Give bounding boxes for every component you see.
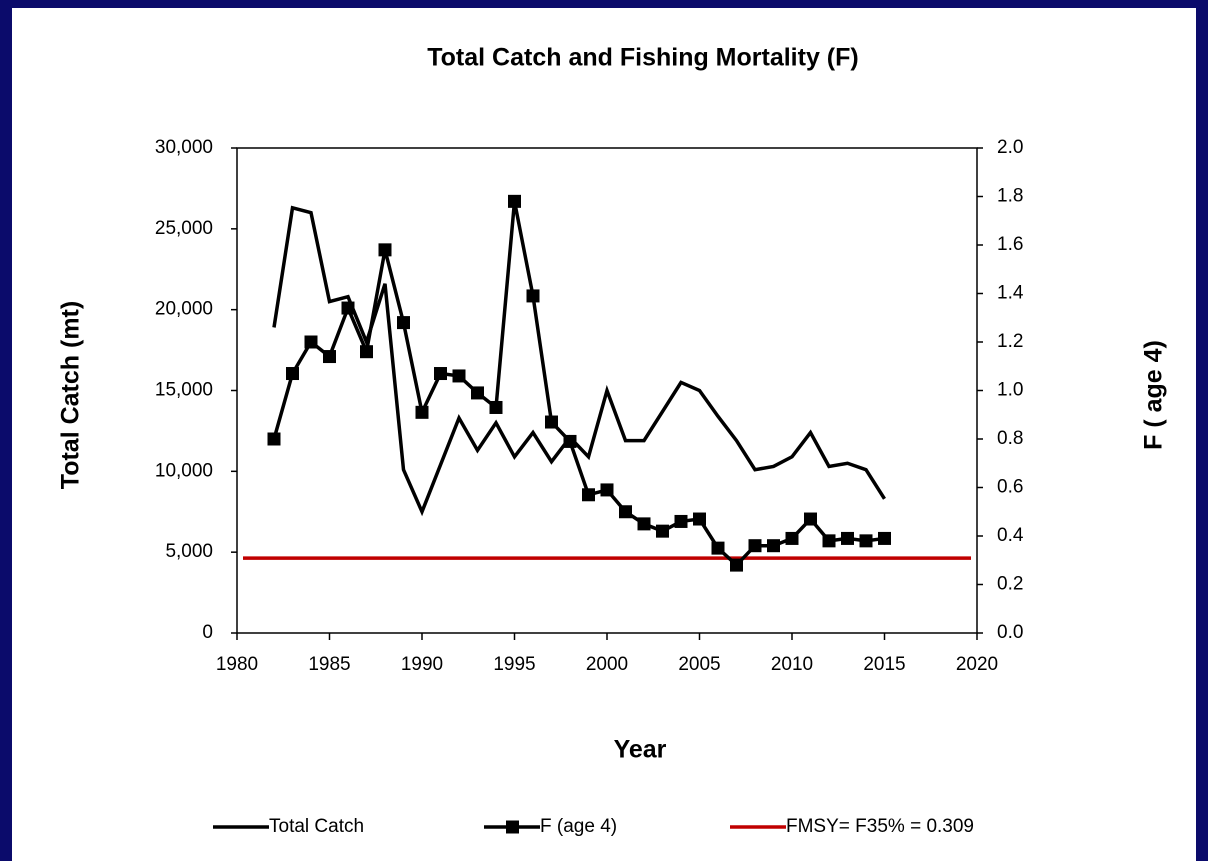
marker bbox=[360, 345, 373, 359]
marker bbox=[674, 514, 688, 528]
marker bbox=[267, 432, 281, 446]
x-tick-label: 1990 bbox=[401, 654, 443, 675]
x-tick-label: 2015 bbox=[863, 654, 905, 675]
y2-tick-label: 0.4 bbox=[997, 525, 1024, 546]
y2-tick-label: 2.0 bbox=[997, 137, 1023, 158]
y2-tick-label: 1.0 bbox=[997, 380, 1023, 401]
y-axis-label: Total Catch (mt) bbox=[57, 301, 85, 489]
y-tick-label: 0 bbox=[202, 622, 213, 643]
y2-axis-label: F ( age 4) bbox=[1140, 340, 1168, 450]
y2-tick-label: 1.6 bbox=[997, 234, 1023, 255]
legend-marker bbox=[506, 820, 519, 834]
x-axis-label: Year bbox=[614, 736, 667, 764]
marker bbox=[397, 316, 410, 330]
y2-tick-label: 0.0 bbox=[997, 622, 1023, 643]
x-tick-label: 2020 bbox=[956, 654, 998, 675]
y2-tick-label: 1.4 bbox=[997, 283, 1024, 304]
marker bbox=[434, 367, 447, 381]
marker bbox=[730, 558, 743, 572]
y2-tick-label: 1.2 bbox=[997, 331, 1023, 352]
x-tick-label: 2005 bbox=[678, 654, 720, 675]
marker bbox=[619, 505, 632, 519]
legend-label: F (age 4) bbox=[540, 816, 617, 837]
x-tick-label: 1995 bbox=[493, 654, 535, 675]
marker bbox=[767, 539, 780, 553]
marker bbox=[693, 512, 706, 526]
y-tick-label: 30,000 bbox=[155, 137, 213, 158]
marker bbox=[656, 524, 669, 538]
marker bbox=[600, 483, 614, 497]
marker bbox=[323, 350, 336, 364]
marker bbox=[341, 301, 355, 315]
y-tick-label: 5,000 bbox=[165, 541, 213, 562]
x-tick-label: 2010 bbox=[771, 654, 813, 675]
marker bbox=[841, 531, 854, 545]
marker bbox=[785, 531, 799, 545]
marker bbox=[878, 531, 891, 545]
y2-tick-label: 1.8 bbox=[997, 186, 1023, 207]
marker bbox=[415, 405, 429, 419]
y-tick-label: 15,000 bbox=[155, 380, 213, 401]
panel bbox=[12, 8, 1196, 861]
marker bbox=[489, 400, 503, 414]
y-tick-label: 25,000 bbox=[155, 218, 213, 239]
y2-tick-label: 0.2 bbox=[997, 574, 1023, 595]
marker bbox=[804, 512, 817, 526]
marker bbox=[582, 488, 595, 502]
marker bbox=[508, 194, 521, 208]
y2-tick-label: 0.6 bbox=[997, 477, 1023, 498]
marker bbox=[748, 539, 762, 553]
marker bbox=[526, 289, 540, 303]
y-tick-label: 10,000 bbox=[155, 460, 213, 481]
legend-label: FMSY= F35% = 0.309 bbox=[786, 816, 974, 837]
marker bbox=[471, 386, 484, 400]
series-line bbox=[272, 201, 885, 568]
marker bbox=[711, 541, 725, 555]
y-tick-label: 20,000 bbox=[155, 299, 213, 320]
y2-tick-label: 0.8 bbox=[997, 428, 1023, 449]
x-tick-label: 1980 bbox=[216, 654, 258, 675]
marker bbox=[378, 243, 392, 257]
legend-label: Total Catch bbox=[269, 816, 364, 837]
marker bbox=[545, 415, 558, 429]
x-tick-label: 1985 bbox=[308, 654, 350, 675]
marker bbox=[822, 534, 836, 548]
marker bbox=[452, 369, 466, 383]
marker bbox=[286, 367, 299, 381]
series-line bbox=[272, 205, 886, 517]
chart-title: Total Catch and Fishing Mortality (F) bbox=[427, 44, 858, 72]
marker bbox=[859, 534, 873, 548]
marker bbox=[563, 434, 577, 448]
x-tick-label: 2000 bbox=[586, 654, 628, 675]
marker bbox=[304, 335, 318, 349]
marker bbox=[637, 517, 651, 531]
